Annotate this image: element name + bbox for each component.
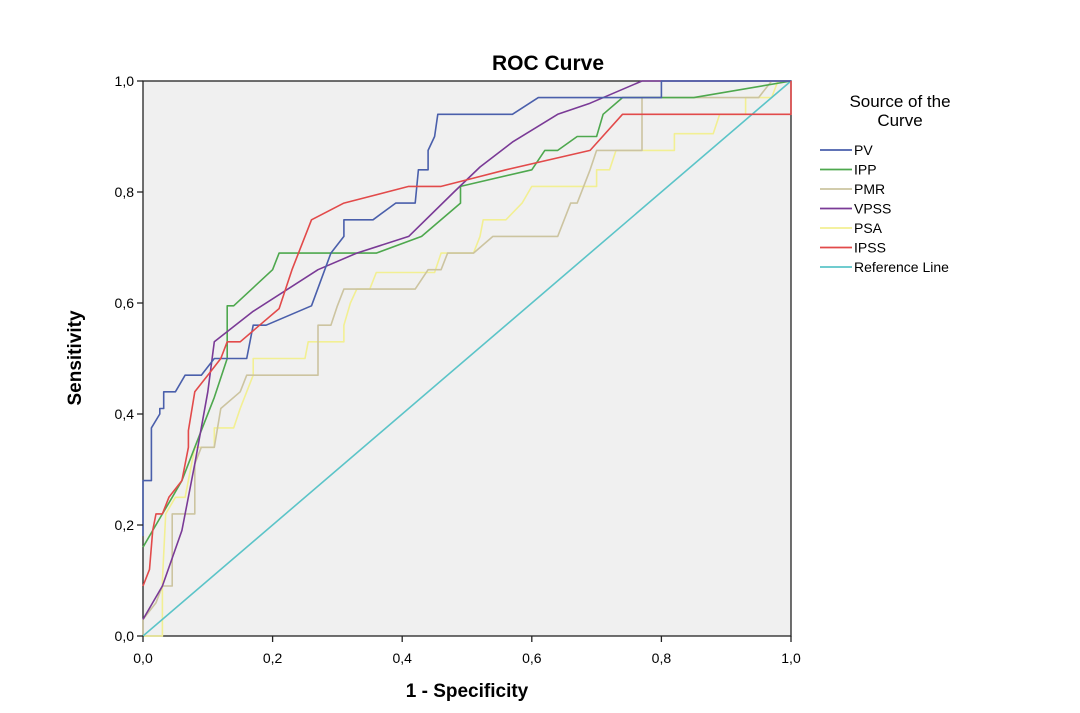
legend-title-line1: Source of the xyxy=(849,92,950,111)
series-line-pmr xyxy=(142,80,791,636)
x-tick-label: 0,2 xyxy=(263,650,283,666)
series-line-ipss xyxy=(142,81,792,587)
legend-item: PV xyxy=(820,142,873,158)
legend-label: PSA xyxy=(854,220,883,236)
y-tick-label: 0,6 xyxy=(115,295,135,311)
x-tick-label: 1,0 xyxy=(781,650,801,666)
legend-title-line2: Curve xyxy=(877,111,922,130)
legend-label: Reference Line xyxy=(854,259,949,275)
legend-item: PMR xyxy=(820,181,885,197)
x-tick-label: 0,8 xyxy=(652,650,672,666)
legend-item: PSA xyxy=(820,220,883,236)
series-layer xyxy=(142,80,792,637)
legend-item: IPP xyxy=(820,162,877,178)
legend-items: PV IPP PMR VPSS PSA IPSS Reference Line xyxy=(820,142,949,275)
y-tick-label: 0,4 xyxy=(115,406,135,422)
y-tick-label: 0,2 xyxy=(115,517,135,533)
series-line-reference-line xyxy=(142,80,792,637)
legend-label: VPSS xyxy=(854,201,891,217)
y-axis-title: Sensitivity xyxy=(65,310,86,405)
x-tick-label: 0,0 xyxy=(133,650,153,666)
y-tick-label: 1,0 xyxy=(115,73,135,89)
legend-item: IPSS xyxy=(820,240,886,256)
y-tick-label: 0,8 xyxy=(115,184,135,200)
legend-label: PMR xyxy=(854,181,885,197)
series-line-vpss xyxy=(142,80,791,620)
series-line-pv xyxy=(142,80,791,537)
chart-title: ROC Curve xyxy=(492,52,604,75)
legend-label: IPSS xyxy=(854,240,886,256)
x-tick-label: 0,6 xyxy=(522,650,542,666)
legend-item: VPSS xyxy=(820,201,891,217)
tick-layer: 0,0 0,2 0,4 0,6 0,8 1,0 0,0 0,2 0,4 0,6 0,8 1,0 xyxy=(115,73,801,666)
legend: Source of the Curve PV IPP PMR VPSS PSA IPSS R… xyxy=(820,92,951,275)
legend-item: Reference Line xyxy=(820,259,949,275)
legend-label: IPP xyxy=(854,162,877,178)
x-axis-title: 1 - Specificity xyxy=(406,681,529,702)
legend-label: PV xyxy=(854,142,873,158)
x-tick-label: 0,4 xyxy=(392,650,412,666)
y-tick-label: 0,0 xyxy=(115,628,135,644)
